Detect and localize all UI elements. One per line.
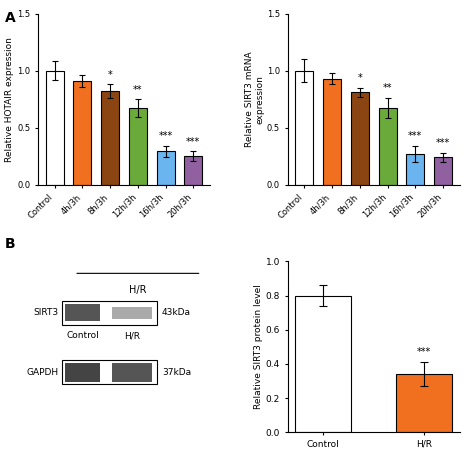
Text: *: * bbox=[357, 73, 362, 83]
FancyBboxPatch shape bbox=[65, 363, 100, 382]
FancyBboxPatch shape bbox=[65, 304, 100, 321]
Text: GAPDH: GAPDH bbox=[27, 368, 59, 377]
Bar bbox=[129, 108, 147, 185]
Bar bbox=[184, 156, 202, 185]
Bar bbox=[323, 79, 341, 185]
Bar bbox=[434, 157, 452, 185]
Bar bbox=[379, 108, 397, 185]
Text: H/R: H/R bbox=[124, 331, 140, 340]
FancyBboxPatch shape bbox=[112, 307, 152, 318]
Text: *: * bbox=[108, 70, 112, 80]
Text: H/R: H/R bbox=[379, 285, 396, 295]
Text: ***: *** bbox=[436, 138, 450, 148]
Text: ***: *** bbox=[186, 137, 201, 147]
Bar bbox=[295, 71, 313, 185]
Text: ***: *** bbox=[158, 131, 173, 141]
Bar bbox=[406, 154, 424, 185]
Text: A: A bbox=[5, 11, 16, 25]
FancyBboxPatch shape bbox=[62, 360, 157, 384]
Text: ***: *** bbox=[417, 347, 431, 357]
Text: 37kDa: 37kDa bbox=[162, 368, 191, 377]
FancyBboxPatch shape bbox=[62, 301, 157, 324]
Y-axis label: Relative SIRT3 protein level: Relative SIRT3 protein level bbox=[254, 284, 263, 409]
Text: B: B bbox=[5, 237, 15, 251]
Bar bbox=[73, 81, 91, 185]
Text: **: ** bbox=[383, 83, 392, 93]
Text: **: ** bbox=[133, 85, 143, 95]
Bar bbox=[351, 92, 369, 185]
Text: 43kDa: 43kDa bbox=[162, 308, 191, 317]
Bar bbox=[156, 152, 174, 185]
Bar bbox=[46, 71, 64, 185]
Text: SIRT3: SIRT3 bbox=[34, 308, 59, 317]
Bar bbox=[295, 296, 351, 432]
Y-axis label: Relative SIRT3 mRNA
expression: Relative SIRT3 mRNA expression bbox=[245, 51, 264, 147]
Text: H/R: H/R bbox=[129, 285, 146, 295]
Text: ***: *** bbox=[408, 131, 422, 141]
Y-axis label: Relative HOTAIR expression: Relative HOTAIR expression bbox=[5, 37, 14, 162]
Bar bbox=[101, 91, 119, 185]
FancyBboxPatch shape bbox=[112, 363, 152, 382]
Text: Control: Control bbox=[66, 331, 99, 340]
Bar bbox=[396, 374, 452, 432]
